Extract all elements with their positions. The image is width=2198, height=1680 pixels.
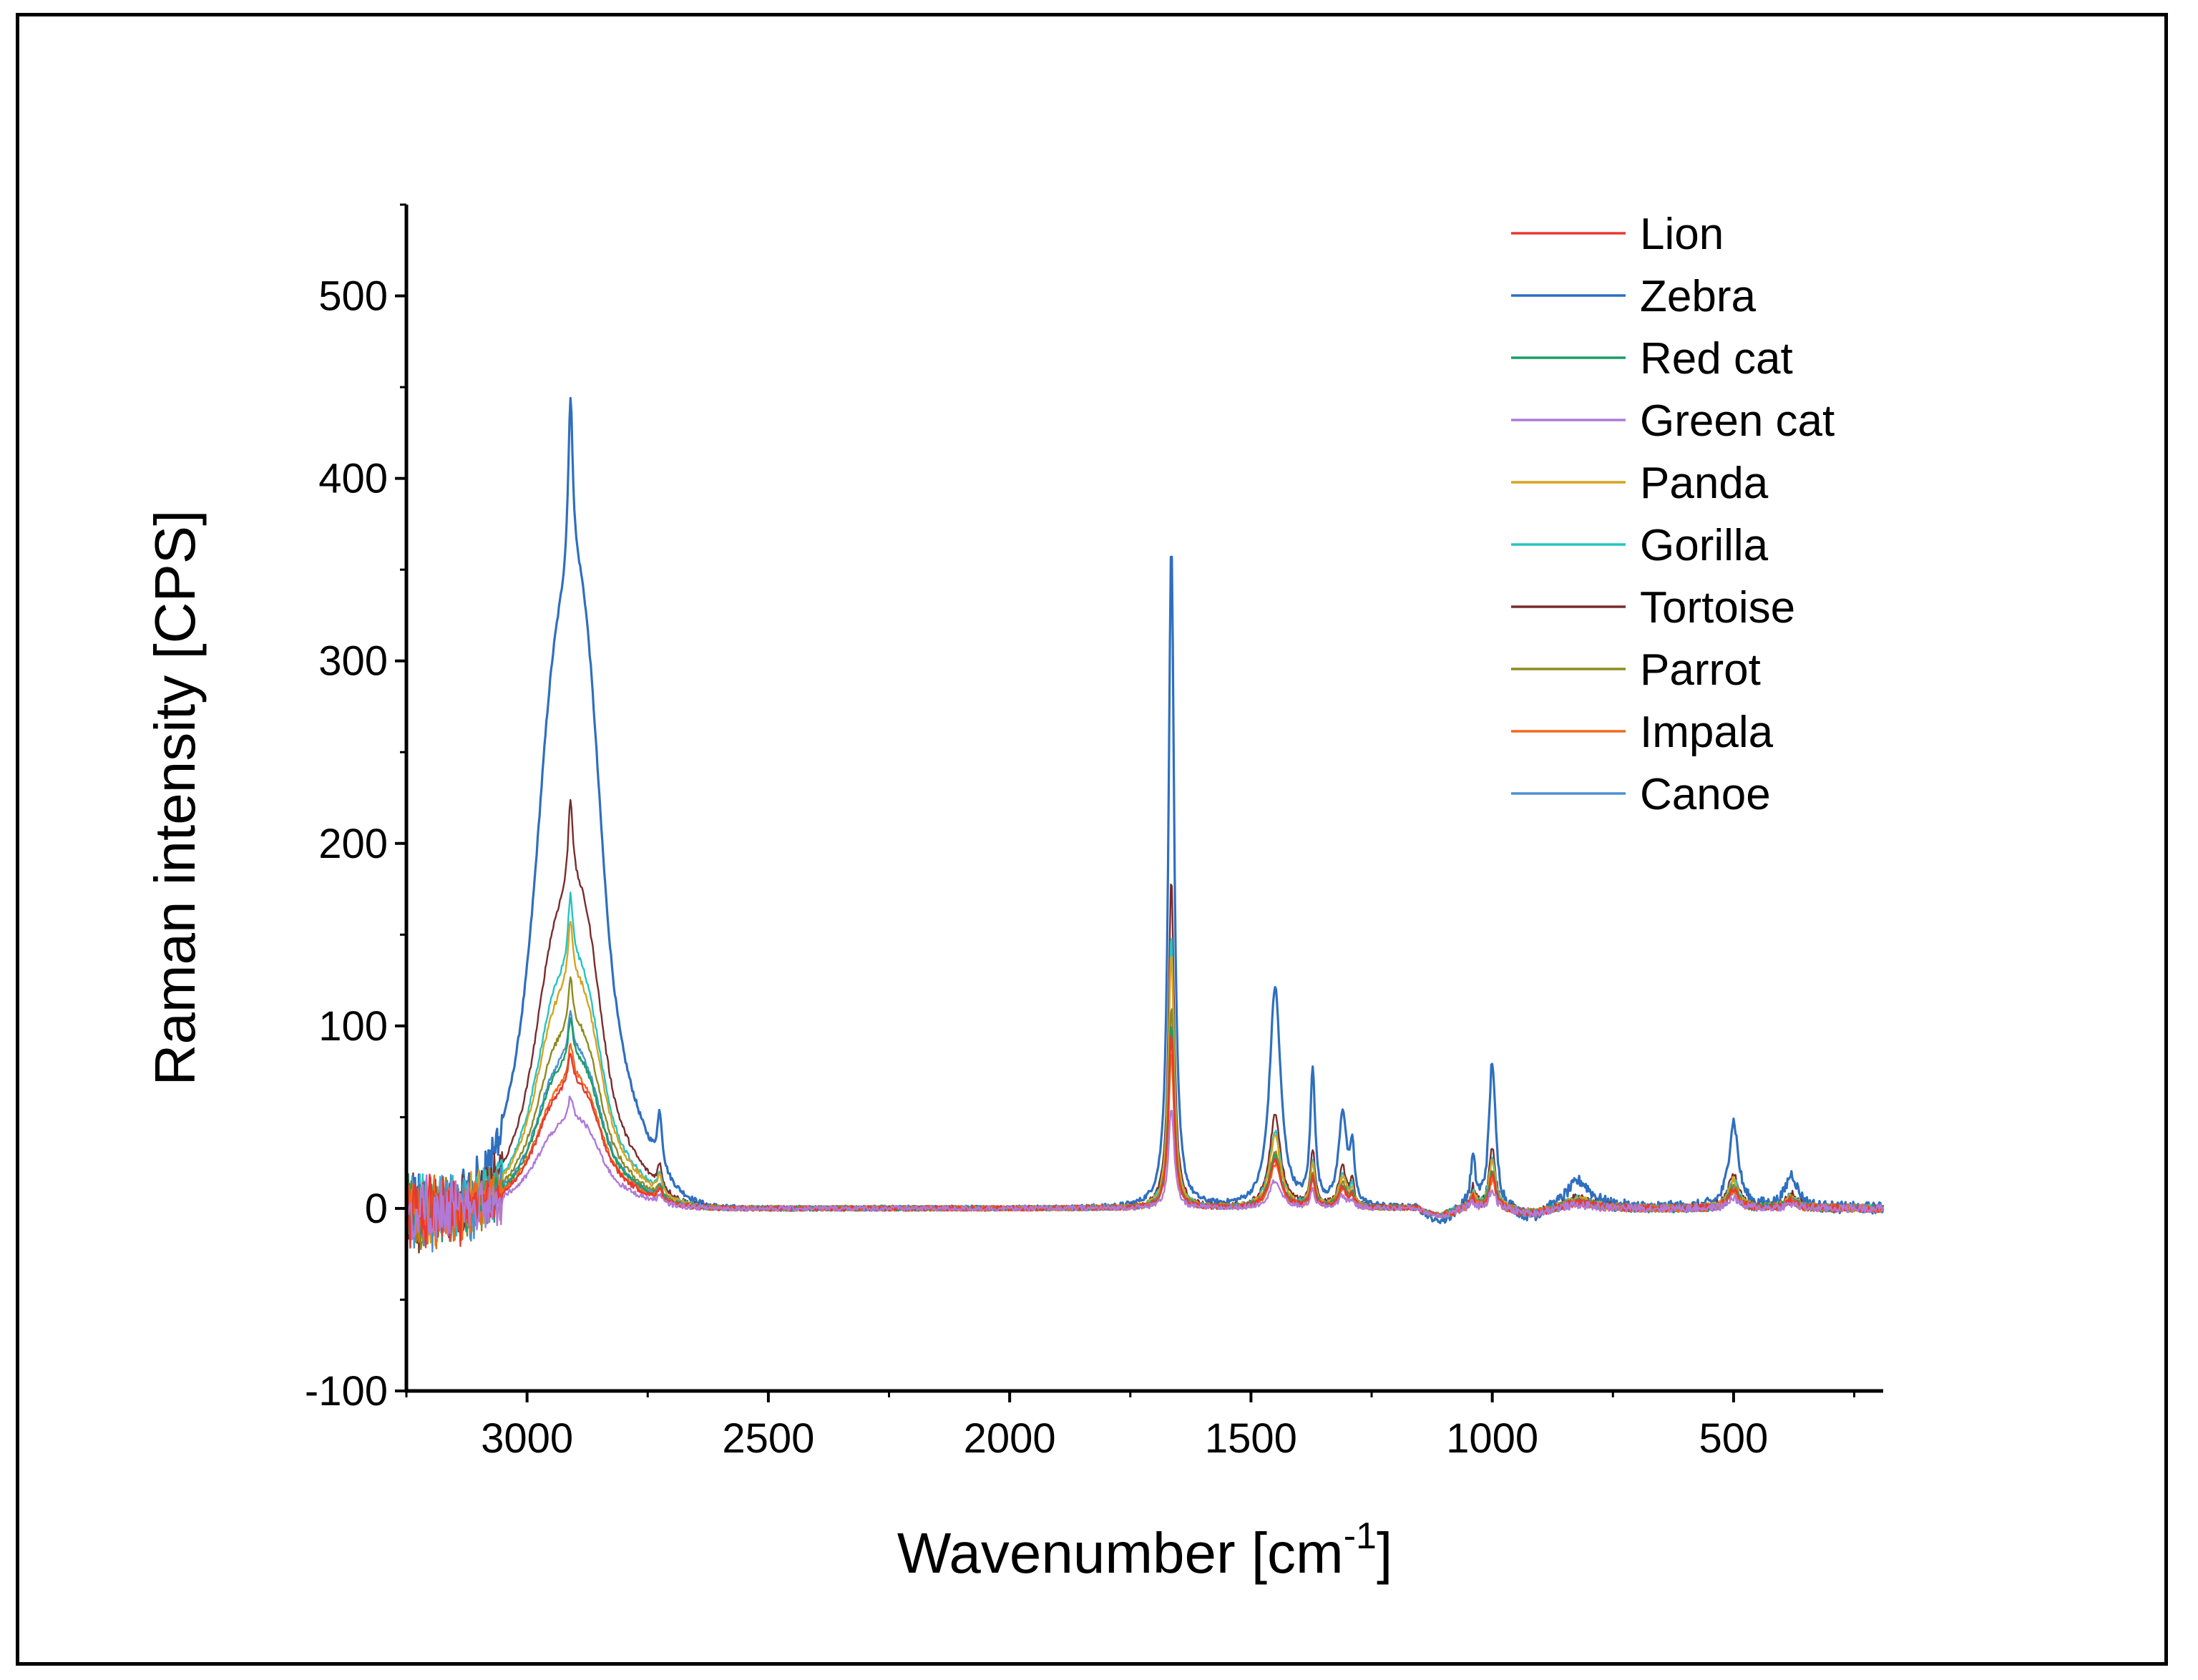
x-axis-title-sup: -1	[1344, 1515, 1377, 1557]
series-line-green-cat	[405, 1095, 1884, 1241]
y-tick-label: -100	[305, 1368, 388, 1415]
x-tick-label: 1000	[1446, 1415, 1538, 1462]
legend-label: Impala	[1640, 708, 1774, 757]
x-axis-title-end: ]	[1377, 1521, 1392, 1585]
legend-label: Panda	[1640, 459, 1769, 508]
series-layer	[405, 396, 1885, 1254]
legend-label: Tortoise	[1640, 583, 1795, 633]
legend-label: Lion	[1640, 210, 1724, 259]
legend-label: Canoe	[1640, 770, 1771, 819]
y-axis-title: Raman intensity [CPS]	[143, 510, 207, 1086]
x-tick-label: 1500	[1205, 1415, 1297, 1462]
x-tick-label: 3000	[481, 1415, 573, 1462]
y-tick-label: 200	[318, 821, 388, 867]
legend-label: Red cat	[1640, 334, 1793, 384]
series-line-canoe	[405, 1010, 1885, 1253]
x-axis-title: Wavenumber [cm-1]	[897, 1515, 1392, 1585]
y-tick-label: 500	[318, 273, 388, 320]
x-tick-label: 2500	[722, 1415, 814, 1462]
legend-label: Zebra	[1640, 272, 1756, 321]
legend-label: Parrot	[1640, 645, 1761, 695]
legend: Lion Zebra Red cat Green cat Panda Gorilla Tor…	[1511, 210, 1835, 819]
ticks-layer: -100 0 100 200 300 400 500 3000 2500 2000 1500 1000…	[305, 203, 1856, 1462]
legend-label: Green cat	[1640, 396, 1835, 446]
x-tick-label: 2000	[964, 1415, 1056, 1462]
figure-frame	[16, 13, 2168, 1666]
x-axis-title-main: Wavenumber [cm	[897, 1521, 1344, 1585]
y-tick-label: 100	[318, 1003, 388, 1050]
y-tick-label: 300	[318, 638, 388, 685]
axes-layer	[404, 205, 1883, 1393]
y-tick-label: 0	[365, 1186, 388, 1232]
y-tick-label: 400	[318, 456, 388, 502]
x-tick-label: 500	[1699, 1415, 1769, 1462]
legend-label: Gorilla	[1640, 521, 1769, 570]
